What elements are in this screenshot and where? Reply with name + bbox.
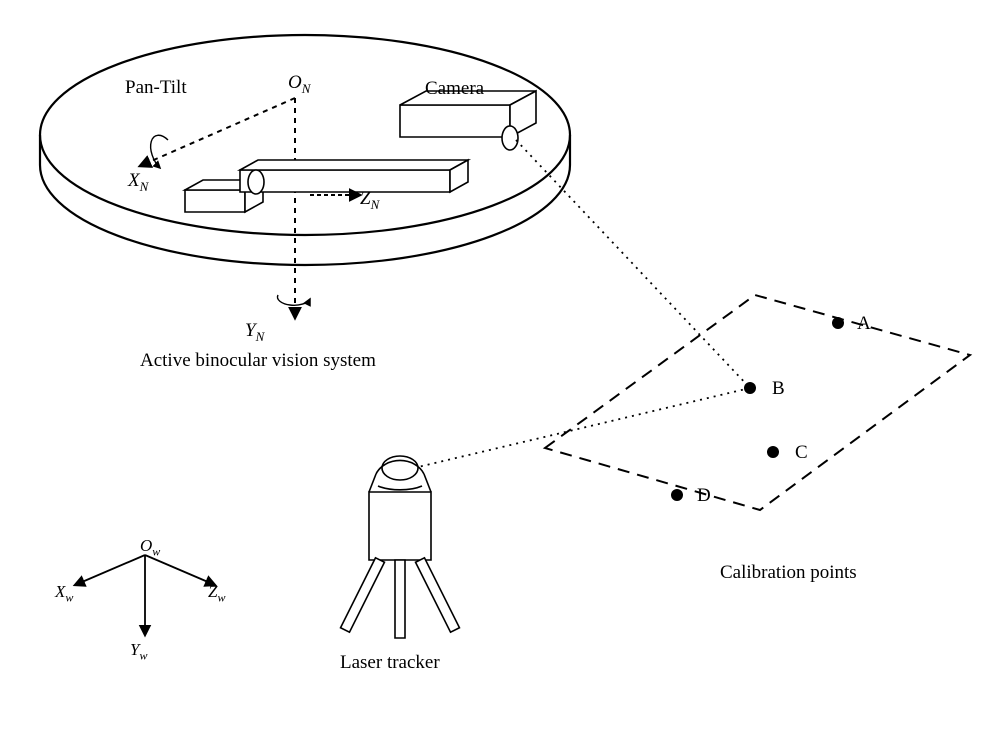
world-x-axis	[75, 555, 145, 585]
pan-tilt-label: Pan-Tilt	[125, 77, 187, 99]
tracker-caption: Laser tracker	[340, 652, 440, 674]
point-c-label: C	[795, 442, 808, 464]
x-axis-label: XN	[128, 170, 148, 195]
calib-point-a	[832, 317, 844, 329]
point-d-label: D	[697, 485, 711, 507]
world-z-axis	[145, 555, 215, 585]
x-axis	[140, 98, 295, 166]
tracker-body	[369, 492, 431, 560]
tracker-sightline	[414, 388, 750, 468]
y-rotation-arc	[278, 295, 310, 305]
x-rotation-arc	[151, 135, 168, 168]
point-a-label: A	[857, 313, 871, 335]
system-caption: Active binocular vision system	[140, 350, 376, 372]
turntable-side	[40, 135, 570, 265]
world-x-label: Xw	[55, 582, 73, 605]
camera-lens	[502, 126, 518, 150]
world-y-label: Yw	[130, 640, 147, 663]
calib-point-c	[767, 446, 779, 458]
z-axis-label: ZN	[360, 188, 379, 213]
tracker-head	[382, 456, 418, 480]
y-axis-label: YN	[245, 320, 264, 345]
point-b-label: B	[772, 378, 785, 400]
camera-label: Camera	[425, 78, 484, 100]
camera-sightline	[516, 140, 750, 388]
world-o-label: Ow	[140, 536, 160, 559]
calib-point-d	[671, 489, 683, 501]
calibration-plane	[545, 295, 970, 510]
left-camera-lens	[248, 170, 264, 194]
origin-label: ON	[288, 72, 310, 97]
calib-caption: Calibration points	[720, 562, 857, 584]
world-z-label: Zw	[208, 582, 225, 605]
